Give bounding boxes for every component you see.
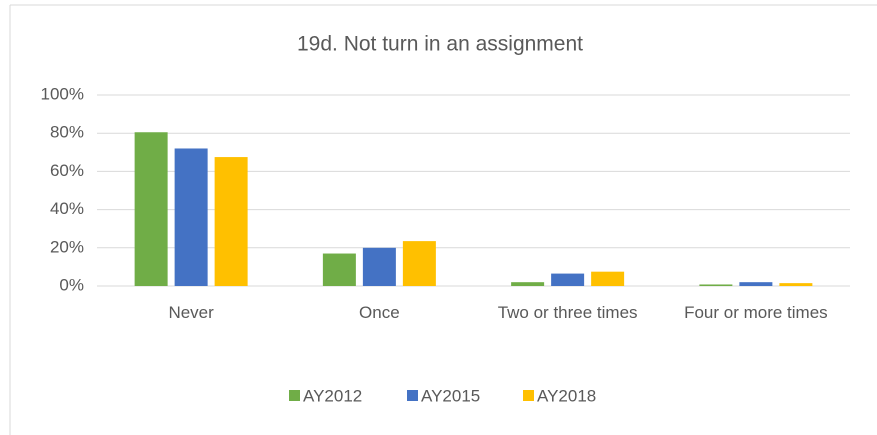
legend-swatch bbox=[289, 390, 300, 401]
bar bbox=[322, 253, 356, 286]
x-tick-label: Two or three times bbox=[497, 303, 638, 322]
y-tick-label: 80% bbox=[50, 123, 84, 142]
bar bbox=[214, 157, 248, 286]
x-tick-label: Once bbox=[359, 303, 400, 322]
y-tick-label: 0% bbox=[59, 275, 84, 294]
legend-label: AY2018 bbox=[537, 386, 596, 405]
legend-swatch bbox=[407, 390, 418, 401]
y-tick-label: 100% bbox=[41, 84, 84, 103]
bar bbox=[134, 132, 168, 286]
legend-label: AY2012 bbox=[303, 386, 362, 405]
bar bbox=[779, 283, 813, 286]
legend-label: AY2015 bbox=[421, 386, 480, 405]
bar bbox=[174, 148, 208, 286]
bar bbox=[699, 284, 733, 286]
bar bbox=[739, 282, 773, 286]
bar bbox=[402, 241, 436, 286]
chart-title: 19d. Not turn in an assignment bbox=[297, 33, 583, 56]
x-tick-label: Never bbox=[168, 303, 214, 322]
bar bbox=[591, 271, 625, 286]
y-tick-label: 60% bbox=[50, 161, 84, 180]
legend-swatch bbox=[523, 390, 534, 401]
x-tick-label: Four or more times bbox=[684, 303, 828, 322]
y-tick-label: 40% bbox=[50, 199, 84, 218]
bar bbox=[551, 273, 585, 286]
bar bbox=[511, 282, 545, 286]
bar bbox=[362, 247, 396, 286]
y-tick-label: 20% bbox=[50, 237, 84, 256]
